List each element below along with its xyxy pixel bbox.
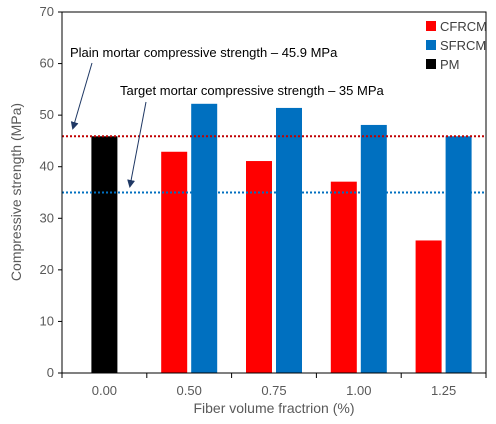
x-tick-label: 0.00: [92, 383, 117, 398]
y-tick-label: 60: [40, 56, 54, 71]
annotation-plain-mortar-label: Plain mortar compressive strength – 45.9…: [70, 45, 338, 60]
bar-cfrcm: [246, 161, 272, 373]
x-tick-label: 1.00: [346, 383, 371, 398]
y-axis-ticks: 0 10 20 30 40 50 60 70: [40, 4, 62, 380]
legend-label-cfrcm: CFRCM: [440, 19, 487, 34]
bar-pm: [91, 136, 118, 373]
bar-cfrcm: [161, 151, 188, 373]
reference-lines: [62, 135, 486, 194]
y-axis-title: Compressive strength (MPa): [8, 103, 24, 281]
bar-cfrcm: [415, 240, 442, 373]
legend: CFRCM SFRCM PM: [426, 19, 487, 72]
bar-sfrcm: [360, 124, 387, 373]
annotation-plain-mortar-arrow: [70, 62, 93, 130]
y-tick-label: 20: [40, 262, 54, 277]
x-tick-label: 1.25: [431, 383, 456, 398]
bar-sfrcm: [445, 136, 472, 373]
bar-sfrcm: [191, 103, 218, 373]
x-axis-ticks: 0.00 0.50 0.75 1.00 1.25: [61, 373, 487, 398]
legend-label-pm: PM: [440, 57, 460, 72]
bars: [91, 103, 472, 374]
legend-label-sfrcm: SFRCM: [440, 38, 486, 53]
annotation-target-mortar-label: Target mortar compressive strength – 35 …: [120, 83, 384, 98]
legend-swatch-sfrcm: [426, 40, 436, 50]
x-tick-label: 0.50: [177, 383, 202, 398]
annotation-plain-mortar: Plain mortar compressive strength – 45.9…: [70, 45, 338, 130]
legend-swatch-cfrcm: [426, 21, 436, 31]
y-tick-label: 40: [40, 159, 54, 174]
y-tick-label: 30: [40, 210, 54, 225]
y-tick-label: 10: [40, 313, 54, 328]
bar-cfrcm: [330, 181, 357, 373]
plot-area-frame: [61, 11, 487, 374]
bar-sfrcm: [276, 107, 302, 374]
y-tick-label: 50: [40, 107, 54, 122]
annotation-target-mortar: Target mortar compressive strength – 35 …: [120, 83, 384, 188]
y-tick-label: 70: [40, 4, 54, 19]
legend-swatch-pm: [426, 59, 436, 69]
x-tick-label: 0.75: [261, 383, 286, 398]
y-tick-label: 0: [47, 365, 54, 380]
x-axis-title: Fiber volume fractrion (%): [193, 400, 354, 416]
annotation-target-mortar-arrow: [127, 101, 147, 188]
